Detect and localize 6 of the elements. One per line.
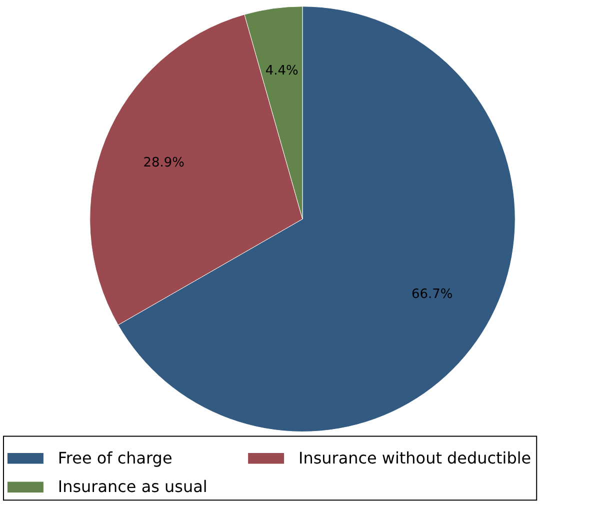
data-label: 66.7% (412, 287, 453, 302)
data-label: 4.4% (265, 64, 298, 79)
data-label: 28.9% (143, 156, 184, 171)
legend-label: Free of charge (58, 448, 172, 468)
legend-label: Insurance without deductible (298, 448, 532, 468)
legend-label: Insurance as usual (58, 477, 208, 496)
